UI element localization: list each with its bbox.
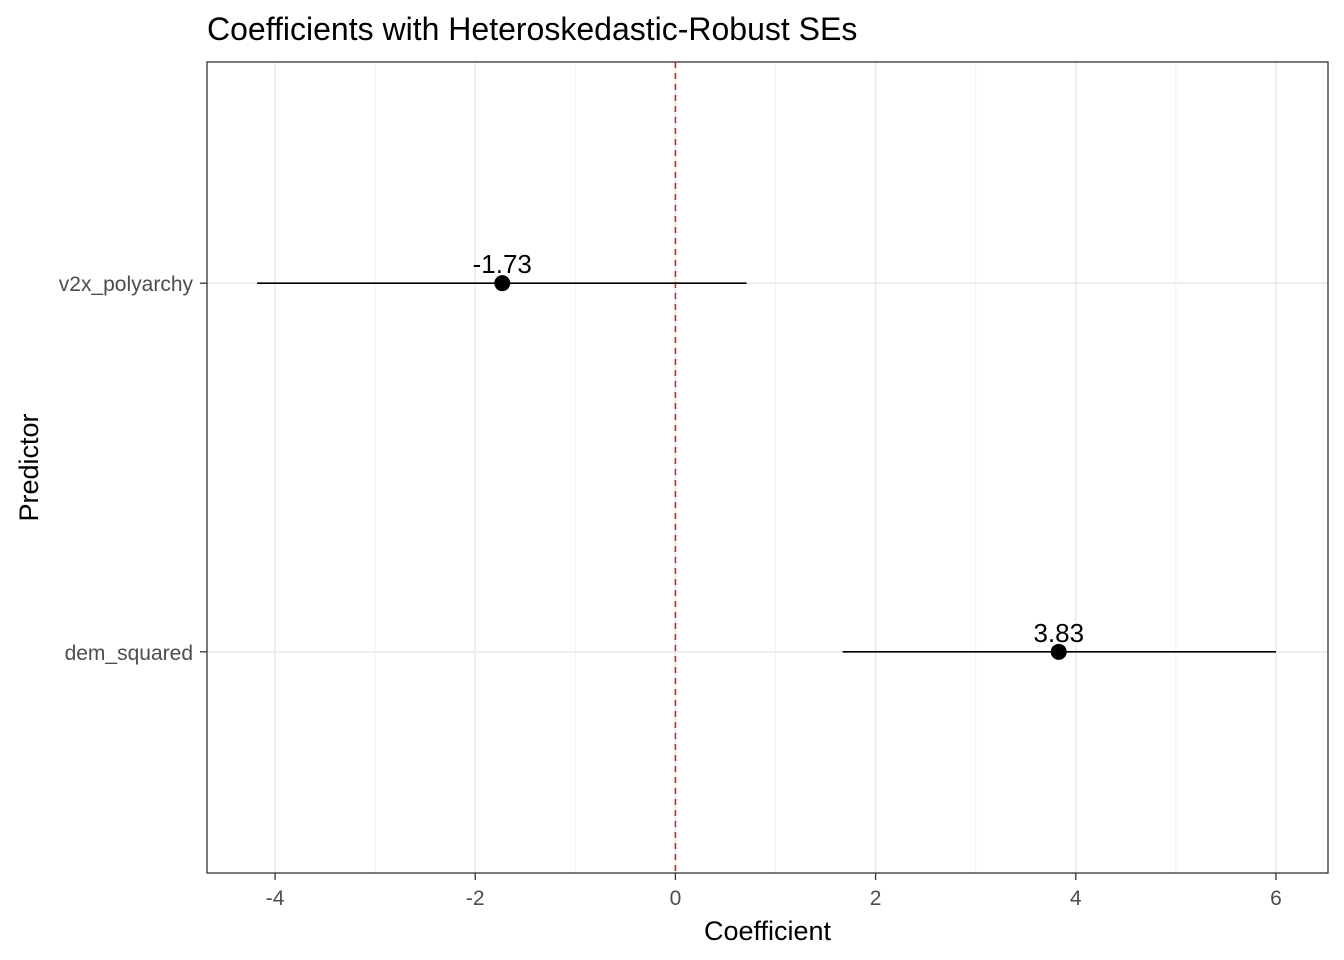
x-tick-label: -2 [466, 887, 485, 910]
y-axis-title: Predictor [14, 413, 44, 521]
panel-border [206, 61, 1329, 874]
x-tick-label: 6 [1270, 887, 1282, 910]
coefficient-point [1050, 643, 1067, 660]
coefficient-label: -1.73 [473, 249, 532, 279]
chart-title: Coefficients with Heteroskedastic-Robust… [207, 11, 857, 47]
y-tick-label: v2x_polyarchy [59, 273, 194, 296]
y-axis: v2x_polyarchy dem_squared [59, 273, 207, 665]
x-tick-label: 0 [670, 887, 682, 910]
x-tick-label: -4 [266, 887, 285, 910]
coefficient-label: 3.83 [1033, 618, 1084, 648]
coefficient-point [494, 275, 511, 292]
y-tick-label: dem_squared [65, 642, 193, 665]
x-tick-label: 2 [870, 887, 882, 910]
x-tick-label: 4 [1070, 887, 1082, 910]
x-axis: -4 -2 0 2 4 6 [266, 873, 1282, 910]
data-layer: -1.73 3.83 [257, 249, 1276, 660]
grid [207, 62, 1328, 873]
x-axis-title: Coefficient [704, 916, 832, 946]
